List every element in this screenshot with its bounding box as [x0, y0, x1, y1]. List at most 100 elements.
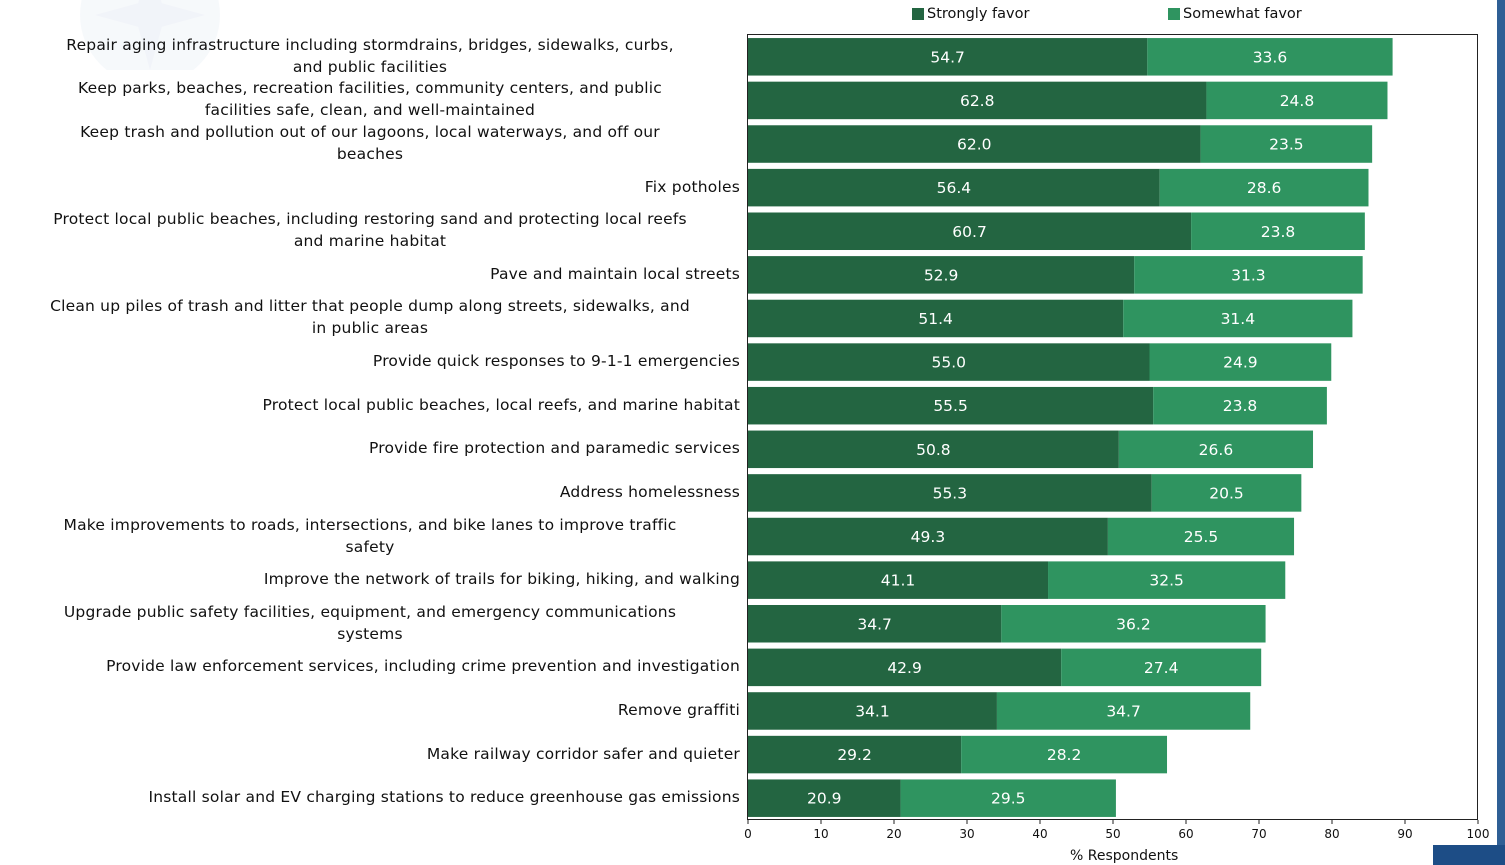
- data-label: 29.2: [837, 746, 872, 764]
- data-label: 55.0: [931, 354, 966, 372]
- category-label: Keep parks, beaches, recreation faciliti…: [0, 77, 740, 121]
- category-label: Pave and maintain local streets: [0, 263, 740, 285]
- window-edge-bar: [1497, 0, 1505, 865]
- x-tick-label: 80: [1324, 827, 1339, 841]
- category-label-line: safety: [345, 537, 395, 556]
- category-label: Provide quick responses to 9-1-1 emergen…: [0, 350, 740, 372]
- category-label-line: Upgrade public safety facilities, equipm…: [63, 602, 677, 621]
- bar-strongly-favor: [748, 692, 997, 730]
- category-label-line: Keep parks, beaches, recreation faciliti…: [77, 79, 662, 98]
- bar-strongly-favor: [748, 38, 1148, 76]
- bar-strongly-favor: [748, 735, 962, 774]
- category-label: Make railway corridor safer and quieter: [0, 743, 740, 765]
- bar-somewhat-favor: [1191, 212, 1365, 251]
- category-label-line: Protect local public beaches, local reef…: [262, 395, 740, 414]
- bar-somewhat-favor: [1153, 386, 1327, 425]
- bar-somewhat-favor: [1206, 81, 1388, 120]
- data-label: 20.5: [1209, 484, 1244, 502]
- bar-somewhat-favor: [1123, 299, 1353, 338]
- bar-somewhat-favor: [1048, 561, 1286, 599]
- bar-strongly-favor: [748, 779, 901, 817]
- category-label: Fix potholes: [0, 176, 740, 198]
- legend-swatch-somewhat-favor: [1168, 8, 1180, 20]
- bar-somewhat-favor: [1147, 38, 1393, 76]
- data-label: 20.9: [807, 790, 842, 808]
- category-label-line: Provide law enforcement services, includ…: [106, 657, 740, 676]
- category-label: Address homelessness: [0, 481, 740, 503]
- data-label: 31.4: [1221, 310, 1256, 328]
- bar-strongly-favor: [748, 604, 1002, 643]
- category-label-line: Clean up piles of trash and litter that …: [50, 297, 690, 316]
- bar-somewhat-favor: [961, 735, 1168, 774]
- bar-somewhat-favor: [900, 779, 1116, 817]
- category-label: Remove graffiti: [0, 699, 740, 721]
- bar-strongly-favor: [748, 561, 1049, 599]
- data-label: 36.2: [1116, 615, 1151, 633]
- bar-somewhat-favor: [1134, 256, 1363, 294]
- logo-watermark: [80, 0, 220, 70]
- bar-somewhat-favor: [1001, 604, 1266, 643]
- category-label-line: Fix potholes: [644, 177, 740, 196]
- category-label-line: Repair aging infrastructure including st…: [66, 35, 674, 54]
- data-label: 28.2: [1047, 746, 1082, 764]
- category-label-line: and marine habitat: [293, 232, 447, 251]
- category-label: Improve the network of trails for biking…: [0, 568, 740, 590]
- bar-somewhat-favor: [1118, 430, 1314, 469]
- data-label: 23.5: [1269, 136, 1304, 154]
- bar-strongly-favor: [748, 343, 1150, 381]
- x-tick-label: 70: [1251, 827, 1266, 841]
- bar-strongly-favor: [748, 517, 1108, 556]
- data-label: 23.8: [1223, 397, 1258, 415]
- bar-strongly-favor: [748, 125, 1201, 163]
- plot-area: [747, 34, 1478, 820]
- category-label: Upgrade public safety facilities, equipm…: [0, 601, 740, 645]
- category-label-line: facilities safe, clean, and well-maintai…: [204, 101, 536, 120]
- bar-strongly-favor: [748, 474, 1152, 512]
- category-label-line: beaches: [336, 145, 404, 164]
- legend-label-somewhat-favor: Somewhat favor: [1183, 6, 1302, 22]
- category-label: Keep trash and pollution out of our lago…: [0, 121, 740, 165]
- bar-strongly-favor: [748, 430, 1119, 469]
- category-label: Protect local public beaches, including …: [0, 208, 740, 252]
- x-tick-label: 50: [1105, 827, 1120, 841]
- data-label: 49.3: [911, 528, 946, 546]
- data-label: 60.7: [952, 223, 987, 241]
- data-label: 28.6: [1247, 179, 1282, 197]
- data-label: 50.8: [916, 441, 951, 459]
- data-label: 42.9: [887, 659, 922, 677]
- data-label: 41.1: [881, 572, 916, 590]
- category-label: Provide fire protection and paramedic se…: [0, 437, 740, 459]
- data-label: 62.0: [957, 136, 992, 154]
- data-label: 55.5: [933, 397, 968, 415]
- x-tick-label: 40: [1032, 827, 1047, 841]
- category-label: Install solar and EV charging stations t…: [0, 786, 740, 808]
- category-label: Protect local public beaches, local reef…: [0, 394, 740, 416]
- category-label-line: in public areas: [311, 319, 429, 338]
- data-label: 62.8: [960, 92, 995, 110]
- legend-label-strongly-favor: Strongly favor: [927, 6, 1030, 22]
- data-label: 23.8: [1261, 223, 1296, 241]
- category-label-line: Keep trash and pollution out of our lago…: [80, 123, 660, 142]
- data-label: 54.7: [930, 48, 965, 66]
- category-label: Repair aging infrastructure including st…: [0, 34, 740, 78]
- category-labels: Repair aging infrastructure including st…: [0, 34, 740, 820]
- category-label-line: Install solar and EV charging stations t…: [148, 788, 740, 807]
- bar-somewhat-favor: [1061, 648, 1262, 687]
- bar-somewhat-favor: [1200, 125, 1373, 163]
- bar-somewhat-favor: [1151, 474, 1302, 512]
- x-tick-label: 30: [959, 827, 974, 841]
- category-label: Make improvements to roads, intersection…: [0, 514, 740, 558]
- data-label: 24.8: [1280, 92, 1315, 110]
- bar-somewhat-favor: [1159, 168, 1369, 207]
- legend-swatch-strongly-favor: [912, 8, 924, 20]
- x-tick-label: 90: [1397, 827, 1412, 841]
- corner-tab: [1433, 845, 1505, 865]
- category-label-line: Make railway corridor safer and quieter: [426, 744, 740, 763]
- category-label-line: Make improvements to roads, intersection…: [63, 515, 677, 534]
- data-label: 52.9: [924, 266, 959, 284]
- data-label: 51.4: [918, 310, 953, 328]
- bar-strongly-favor: [748, 81, 1207, 120]
- data-label: 29.5: [991, 790, 1026, 808]
- legend-item-somewhat-favor: Somewhat favor: [1168, 6, 1302, 22]
